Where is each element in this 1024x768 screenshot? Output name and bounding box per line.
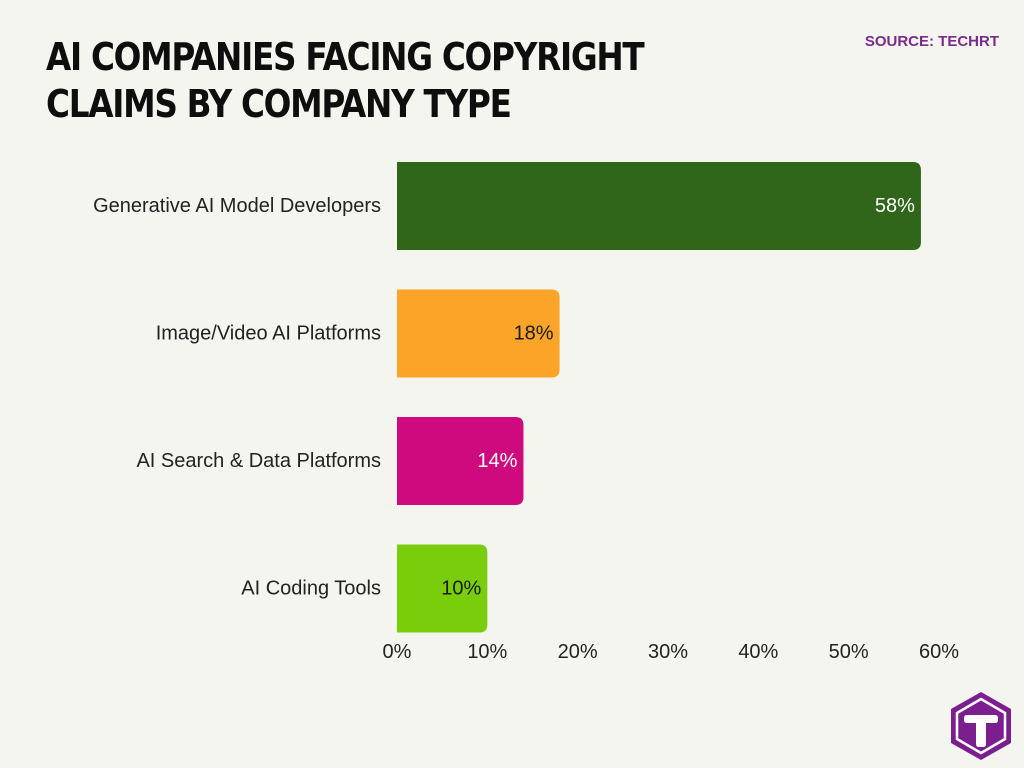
- data-label: 14%: [477, 450, 517, 472]
- x-tick-label: 0%: [383, 641, 412, 663]
- data-label: 58%: [875, 195, 915, 217]
- data-label: 10%: [441, 578, 481, 600]
- bar: [397, 544, 488, 633]
- category-label: Image/Video AI Platforms: [156, 323, 381, 345]
- source-label: SOURCE: TECHRT: [864, 33, 999, 50]
- category-label: AI Search & Data Platforms: [136, 450, 381, 472]
- x-tick-label: 40%: [738, 641, 778, 663]
- chart-title: AI COMPANIES FACING COPYRIGHT CLAIMS BY …: [46, 35, 645, 126]
- x-tick-label: 20%: [558, 641, 598, 663]
- bar: [397, 162, 921, 250]
- x-tick-label: 60%: [919, 641, 959, 663]
- data-label: 18%: [514, 323, 554, 345]
- x-tick-label: 50%: [829, 641, 869, 663]
- bar: [397, 289, 560, 378]
- techrt-logo-icon: [951, 692, 1011, 760]
- x-tick-label: 30%: [648, 641, 688, 663]
- category-label: Generative AI Model Developers: [93, 195, 381, 217]
- category-label: AI Coding Tools: [241, 578, 381, 600]
- bar: [397, 417, 524, 505]
- x-tick-label: 10%: [467, 641, 507, 663]
